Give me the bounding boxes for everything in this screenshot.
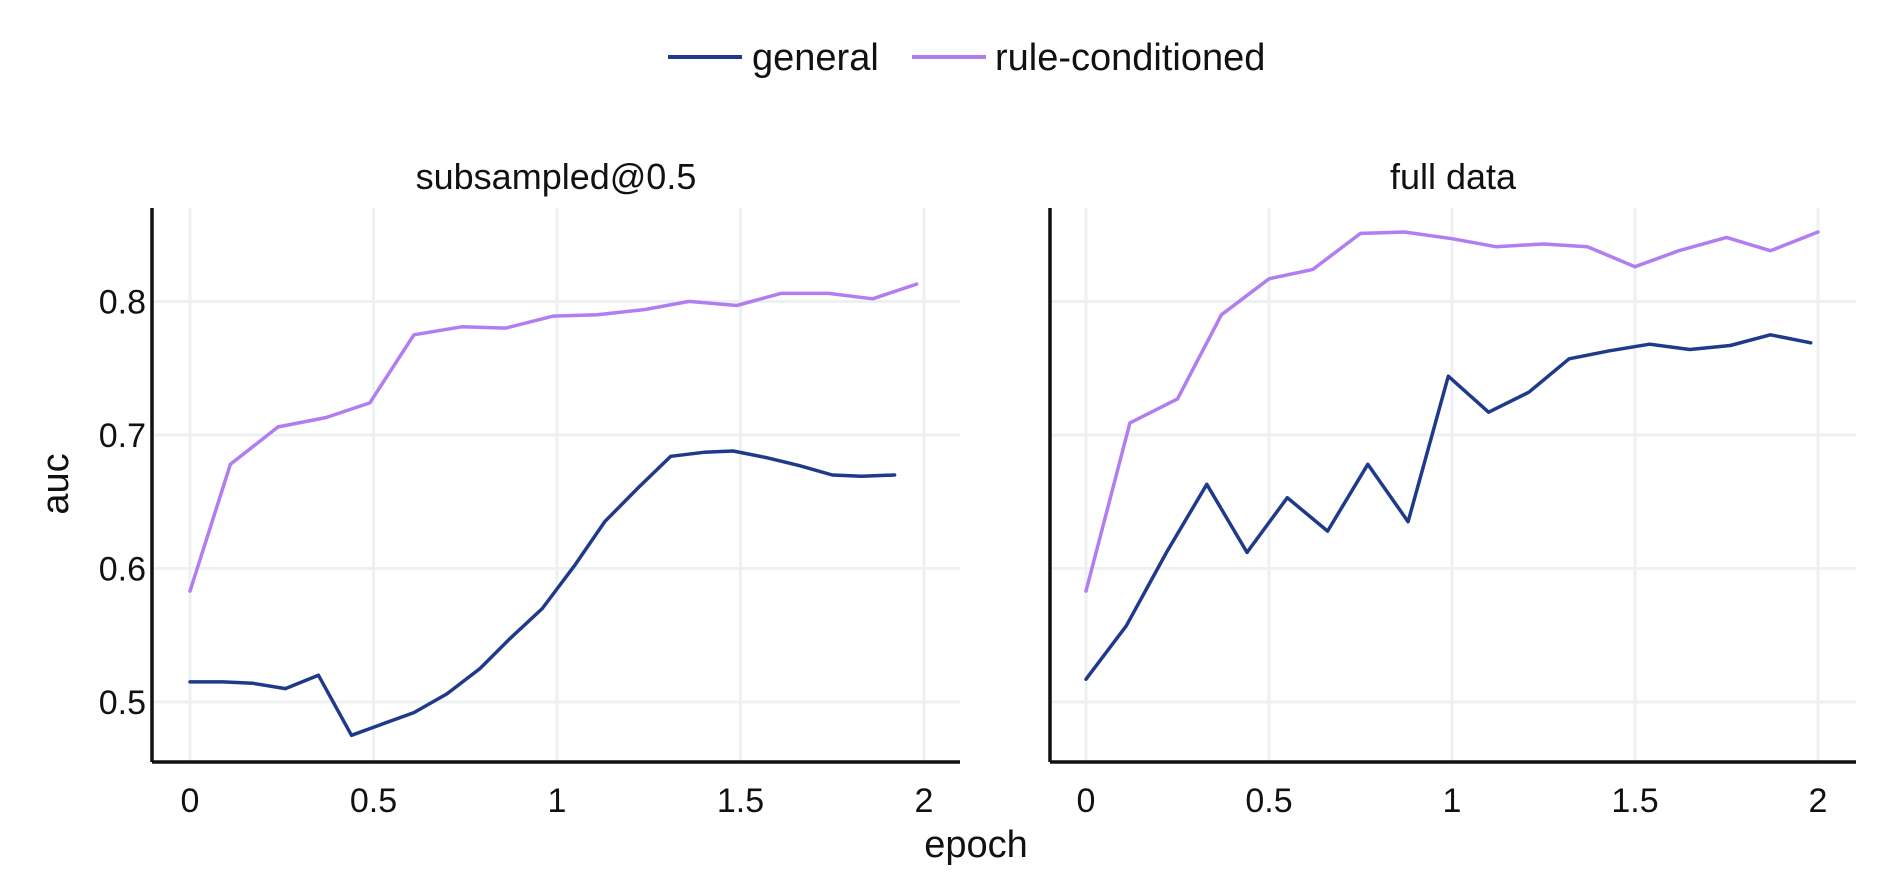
panel-subsampled: 0 0.5 1 1.5 2 0.5 0.6 0.7 0.8 subsampled@0.5 xyxy=(99,156,960,820)
x-axis-title: epoch xyxy=(924,824,1028,866)
axes xyxy=(1048,208,1856,764)
series-line-rule-conditioned xyxy=(1084,230,1820,593)
series-line-general xyxy=(188,449,897,738)
y-tick-label: 0.7 xyxy=(99,417,146,455)
x-tick-label: 0.5 xyxy=(350,782,397,820)
x-tick-label: 1 xyxy=(548,782,567,820)
y-tick-label: 0.5 xyxy=(99,684,146,722)
x-tick-label: 1 xyxy=(1443,782,1462,820)
panel-full-data: 0 0.5 1 1.5 2 full data xyxy=(1048,156,1856,820)
y-axis-title: auc xyxy=(35,453,77,514)
series-line-rule-conditioned xyxy=(188,282,919,593)
series-group xyxy=(188,282,919,738)
grid xyxy=(1050,208,1856,762)
series-group xyxy=(1084,230,1820,681)
x-tick-label: 2 xyxy=(1809,782,1828,820)
x-tick-label: 0 xyxy=(181,782,200,820)
x-tick-label: 1.5 xyxy=(717,782,764,820)
series-line-general xyxy=(1084,333,1813,681)
panel-title: subsampled@0.5 xyxy=(416,156,697,197)
y-tick-labels: 0.5 0.6 0.7 0.8 xyxy=(99,283,146,721)
y-tick-label: 0.8 xyxy=(99,283,146,321)
x-tick-labels: 0 0.5 1 1.5 2 xyxy=(181,782,934,820)
legend: general rule-conditioned xyxy=(668,37,1265,79)
x-tick-label: 2 xyxy=(915,782,934,820)
x-tick-label: 0 xyxy=(1077,782,1096,820)
x-tick-label: 0.5 xyxy=(1245,782,1292,820)
legend-label-rule-conditioned: rule-conditioned xyxy=(995,37,1265,79)
x-tick-label: 1.5 xyxy=(1611,782,1658,820)
x-tick-labels: 0 0.5 1 1.5 2 xyxy=(1077,782,1828,820)
legend-label-general: general xyxy=(752,37,879,79)
grid xyxy=(152,208,960,762)
y-tick-label: 0.6 xyxy=(99,550,146,588)
axes xyxy=(150,208,960,764)
panel-title: full data xyxy=(1390,156,1517,197)
